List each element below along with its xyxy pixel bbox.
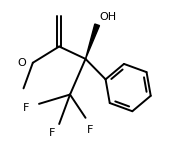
Polygon shape	[85, 24, 100, 59]
Text: F: F	[23, 103, 30, 113]
Text: F: F	[49, 128, 55, 138]
Text: F: F	[87, 125, 93, 135]
Text: OH: OH	[100, 12, 117, 22]
Text: O: O	[17, 58, 26, 68]
